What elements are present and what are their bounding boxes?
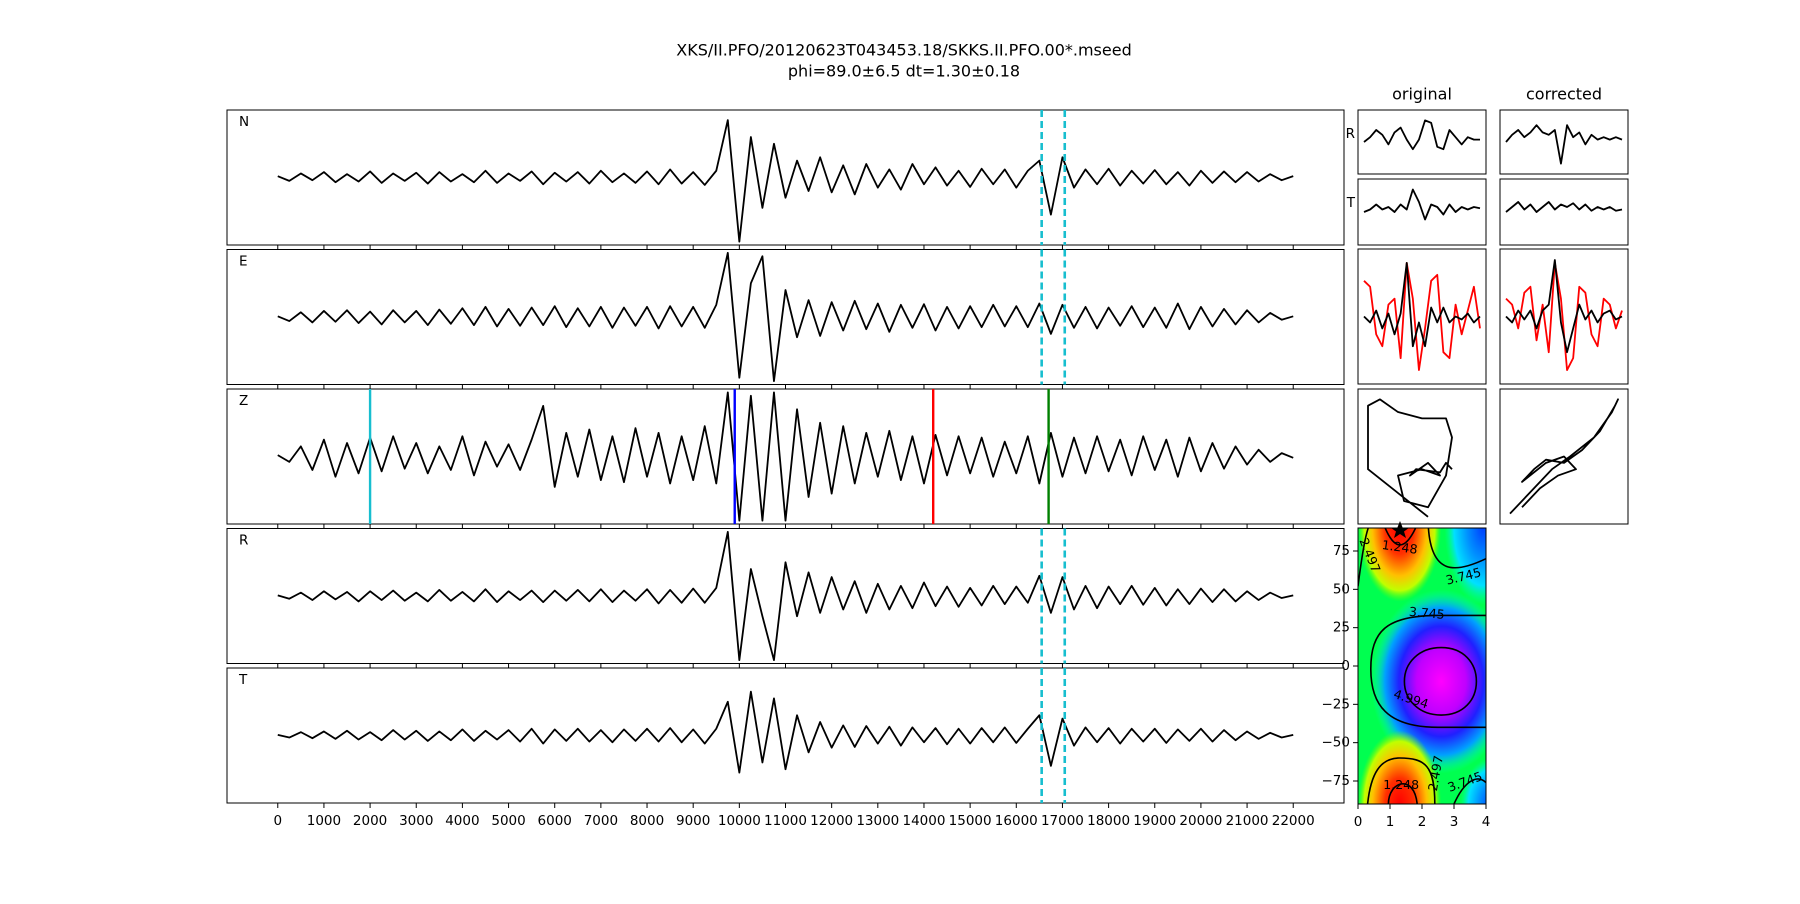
axes-frame	[1357, 388, 1487, 525]
axes-frame	[226, 249, 1345, 385]
trace-label: Z	[239, 393, 248, 409]
axes-frame	[226, 109, 1345, 246]
column-title: corrected	[1526, 85, 1602, 104]
y-tick-label: 75	[1333, 543, 1350, 559]
x-tick-label: 6000	[538, 813, 572, 829]
x-tick-label: 2000	[353, 813, 387, 829]
x-tick-label: 7000	[584, 813, 618, 829]
axes-frame	[1357, 178, 1487, 246]
x-tick-label: 11000	[764, 813, 807, 829]
y-tick-label: 25	[1333, 620, 1350, 636]
contour-line	[1371, 615, 1486, 727]
row-label: R	[1346, 126, 1355, 142]
trace-label: T	[238, 672, 248, 688]
component-trace	[1505, 262, 1623, 371]
axes-frame	[226, 388, 1345, 525]
best-fit-star	[1390, 521, 1410, 538]
y-tick-label: 0	[1341, 658, 1350, 674]
trace-label: E	[239, 254, 248, 270]
particle-motion	[1509, 398, 1619, 515]
contour-line	[1358, 528, 1368, 586]
x-tick-label: 17000	[1041, 813, 1084, 829]
x-tick-label: 16000	[995, 813, 1038, 829]
axes-frame	[1499, 109, 1629, 175]
trace-label: N	[239, 114, 249, 130]
row-label: T	[1346, 195, 1356, 211]
contour-label: 1.248	[1381, 537, 1419, 557]
x-tick-label: 1	[1386, 814, 1395, 830]
waveform	[277, 251, 1294, 383]
x-tick-label: 8000	[630, 813, 664, 829]
component-trace	[1363, 262, 1481, 371]
small-trace	[1363, 119, 1480, 151]
contour-line	[1368, 758, 1435, 804]
small-trace	[1505, 124, 1623, 165]
error-surface	[1358, 528, 1486, 804]
trace-label: R	[239, 533, 248, 549]
y-tick-label: 50	[1333, 581, 1350, 597]
waveform	[277, 530, 1294, 662]
x-tick-label: 3	[1450, 814, 1459, 830]
x-tick-label: 15000	[949, 813, 992, 829]
x-tick-label: 2	[1418, 814, 1427, 830]
x-tick-label: 3000	[399, 813, 433, 829]
surface-mid	[1460, 758, 1486, 804]
column-title: original	[1392, 85, 1452, 104]
waveform	[277, 391, 1294, 522]
x-tick-label: 19000	[1133, 813, 1176, 829]
small-trace	[1505, 201, 1623, 213]
x-tick-label: 0	[273, 813, 282, 829]
contour-label: 2.497	[1425, 754, 1446, 792]
contour-label: 1.248	[1383, 777, 1419, 792]
x-tick-label: 22000	[1272, 813, 1315, 829]
x-tick-label: 4000	[445, 813, 479, 829]
axes-frame	[226, 667, 1345, 804]
x-tick-label: 21000	[1226, 813, 1269, 829]
contour-line	[1428, 528, 1486, 568]
x-tick-label: 13000	[856, 813, 899, 829]
x-tick-label: 4	[1482, 814, 1491, 830]
axes-frame	[226, 528, 1345, 664]
surface-low	[1358, 730, 1442, 804]
figure-title: XKS/II.PFO/20120623T043453.18/SKKS.II.PF…	[676, 41, 1131, 60]
contour-line	[1388, 784, 1417, 804]
contour-line	[1454, 779, 1486, 804]
axes-frame	[1357, 109, 1487, 175]
particle-motion	[1367, 398, 1453, 518]
x-tick-label: 5000	[491, 813, 525, 829]
component-trace	[1363, 262, 1481, 348]
x-tick-label: 14000	[902, 813, 945, 829]
axes-frame	[1499, 178, 1629, 246]
axes-frame	[1499, 388, 1629, 525]
surface-low	[1358, 528, 1442, 602]
x-tick-label: 9000	[676, 813, 710, 829]
component-trace	[1505, 259, 1623, 354]
x-tick-label: 12000	[810, 813, 853, 829]
contour-label: 3.745	[1408, 604, 1445, 622]
axes-frame	[1499, 248, 1629, 385]
y-tick-label: −50	[1322, 735, 1351, 751]
x-tick-label: 20000	[1179, 813, 1222, 829]
axes-frame	[1357, 248, 1487, 385]
x-tick-label: 0	[1354, 814, 1363, 830]
waveform	[277, 119, 1294, 243]
x-tick-label: 1000	[307, 813, 341, 829]
contour-line	[1404, 648, 1476, 715]
x-tick-label: 10000	[718, 813, 761, 829]
y-tick-label: −75	[1322, 773, 1351, 789]
small-trace	[1363, 188, 1481, 221]
figure-subtitle: phi=89.0±6.5 dt=1.30±0.18	[788, 62, 1020, 81]
y-tick-label: −25	[1322, 696, 1351, 712]
waveform	[277, 690, 1294, 774]
x-tick-label: 18000	[1087, 813, 1130, 829]
